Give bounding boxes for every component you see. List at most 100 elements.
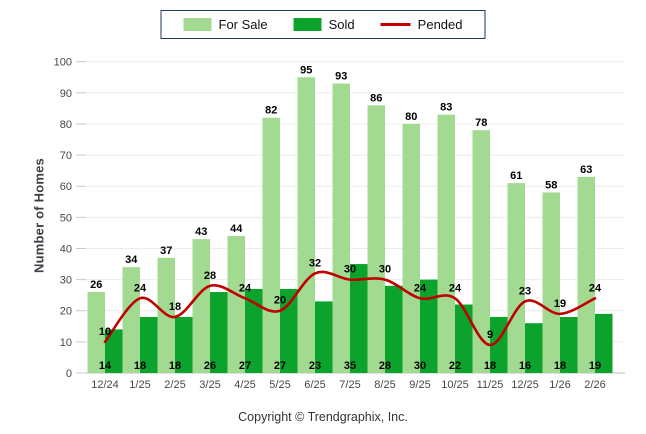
pended-value-label: 32 (309, 257, 321, 269)
for-sale-value-label: 80 (405, 111, 417, 123)
y-axis-tick-label: 50 (60, 212, 72, 224)
for-sale-bar (507, 183, 525, 373)
sold-bar (350, 264, 368, 373)
sold-value-label: 22 (449, 360, 461, 372)
pended-value-label: 24 (239, 282, 252, 294)
for-sale-bar (227, 236, 245, 373)
y-axis-tick-label: 30 (60, 275, 72, 287)
for-sale-swatch-icon (183, 18, 212, 31)
for-sale-bar (192, 239, 210, 373)
sold-value-label: 35 (344, 360, 356, 372)
for-sale-bar (472, 130, 490, 373)
x-axis-tick-label: 11/25 (477, 379, 504, 391)
for-sale-value-label: 86 (370, 92, 382, 104)
x-axis-tick-label: 6/25 (304, 379, 325, 391)
y-axis-tick-label: 100 (54, 57, 72, 69)
for-sale-value-label: 63 (580, 164, 592, 176)
x-axis-tick-label: 7/25 (339, 379, 360, 391)
x-axis-tick-label: 2/25 (164, 379, 185, 391)
sold-value-label: 27 (239, 360, 251, 372)
sold-bar (140, 316, 158, 373)
sold-bar (560, 316, 578, 373)
sold-bar (595, 313, 613, 373)
sold-value-label: 23 (309, 360, 321, 372)
pended-value-label: 19 (554, 298, 566, 310)
x-axis-tick-label: 3/25 (199, 379, 220, 391)
x-axis-tick-label: 9/25 (409, 379, 430, 391)
sold-value-label: 19 (589, 360, 601, 372)
pended-value-label: 24 (449, 282, 462, 294)
y-axis-tick-label: 90 (60, 88, 72, 100)
legend-item-for-sale: For Sale (183, 17, 268, 32)
pended-value-label: 24 (414, 282, 427, 294)
pended-value-label: 18 (169, 301, 181, 313)
sold-bar (175, 316, 193, 373)
sold-value-label: 18 (484, 360, 496, 372)
sold-value-label: 27 (274, 360, 286, 372)
sold-bar (420, 279, 438, 373)
pended-value-label: 24 (589, 282, 602, 294)
for-sale-bar (367, 105, 385, 374)
for-sale-bar (542, 192, 560, 373)
x-axis-tick-label: 12/25 (511, 379, 539, 391)
for-sale-bar (297, 77, 315, 373)
for-sale-value-label: 78 (475, 117, 487, 129)
pended-value-label: 20 (274, 295, 286, 307)
y-axis-tick-label: 0 (66, 368, 72, 380)
sold-value-label: 16 (519, 360, 531, 372)
sold-value-label: 30 (414, 360, 426, 372)
for-sale-bar (262, 117, 280, 373)
sold-bar (315, 301, 333, 373)
for-sale-value-label: 37 (160, 245, 172, 257)
y-axis-tick-label: 20 (60, 306, 72, 318)
x-axis-tick-label: 8/25 (374, 379, 395, 391)
x-axis-tick-label: 4/25 (234, 379, 255, 391)
sold-value-label: 26 (204, 360, 216, 372)
pended-value-label: 23 (519, 285, 531, 297)
for-sale-value-label: 82 (265, 105, 277, 117)
for-sale-value-label: 83 (440, 102, 452, 114)
x-axis-tick-label: 1/25 (129, 379, 150, 391)
pended-line (103, 270, 597, 347)
legend-label-sold: Sold (328, 17, 355, 32)
pended-value-label: 30 (344, 264, 356, 276)
pended-value-label: 10 (99, 326, 111, 338)
for-sale-bar (332, 83, 350, 373)
sold-swatch-icon (293, 18, 322, 31)
x-axis-tick-label: 12/24 (91, 379, 119, 391)
legend-item-pended: Pended (380, 17, 463, 32)
pended-value-label: 24 (134, 282, 147, 294)
for-sale-bar (437, 114, 455, 373)
sold-value-label: 14 (99, 360, 112, 372)
pended-line-swatch-icon (380, 23, 411, 26)
chart-legend: For Sale Sold Pended (160, 10, 486, 39)
sold-bar (280, 288, 298, 373)
for-sale-value-label: 44 (230, 223, 243, 235)
for-sale-value-label: 93 (335, 70, 347, 82)
for-sale-value-label: 26 (90, 279, 102, 291)
pended-value-label: 9 (487, 329, 493, 341)
x-axis-tick-label: 2/26 (584, 379, 605, 391)
pended-value-label: 28 (204, 270, 216, 282)
x-axis-tick-label: 1/26 (549, 379, 570, 391)
for-sale-bar (122, 267, 140, 373)
for-sale-value-label: 58 (545, 179, 557, 191)
y-axis-tick-label: 80 (60, 119, 72, 131)
pended-value-label: 30 (379, 264, 391, 276)
x-axis-tick-label: 10/25 (441, 379, 469, 391)
y-axis-tick-label: 70 (60, 150, 72, 162)
for-sale-value-label: 95 (300, 64, 312, 76)
y-axis-tick-label: 10 (60, 337, 72, 349)
for-sale-value-label: 43 (195, 226, 207, 238)
x-axis-tick-label: 5/25 (269, 379, 290, 391)
for-sale-bar (577, 176, 595, 373)
y-axis-tick-label: 60 (60, 181, 72, 193)
for-sale-bar (402, 123, 420, 374)
for-sale-bar (87, 292, 105, 373)
sold-value-label: 18 (554, 360, 566, 372)
for-sale-value-label: 61 (510, 170, 522, 182)
for-sale-value-label: 34 (125, 254, 138, 266)
legend-item-sold: Sold (293, 17, 355, 32)
